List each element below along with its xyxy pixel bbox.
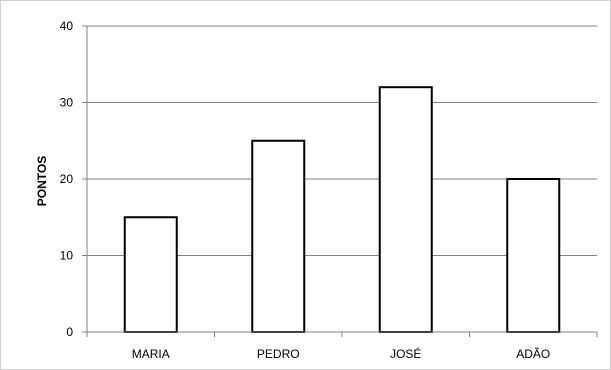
y-tick-labels: 0 10 20 30 40 bbox=[60, 19, 74, 339]
x-tick-label: PEDRO bbox=[257, 347, 300, 361]
axes bbox=[82, 25, 598, 337]
x-tick-label: MARIA bbox=[132, 347, 170, 361]
x-tick-label: JOSÉ bbox=[390, 346, 421, 361]
y-tick-label: 10 bbox=[60, 249, 74, 263]
y-tick-label: 40 bbox=[60, 19, 74, 33]
bar-pedro bbox=[251, 139, 306, 333]
y-tick-label: 30 bbox=[60, 96, 74, 110]
x-tick-labels: MARIA PEDRO JOSÉ ADÃO bbox=[132, 346, 551, 361]
y-axis-title: PONTOS bbox=[35, 156, 49, 206]
x-tick-label: ADÃO bbox=[516, 347, 550, 361]
bar-josé bbox=[378, 86, 433, 333]
y-tick-label: 20 bbox=[60, 172, 74, 186]
bar-adão bbox=[506, 178, 561, 333]
bars bbox=[123, 86, 561, 333]
bar-maria bbox=[123, 216, 178, 333]
y-tick-label: 0 bbox=[66, 325, 73, 339]
